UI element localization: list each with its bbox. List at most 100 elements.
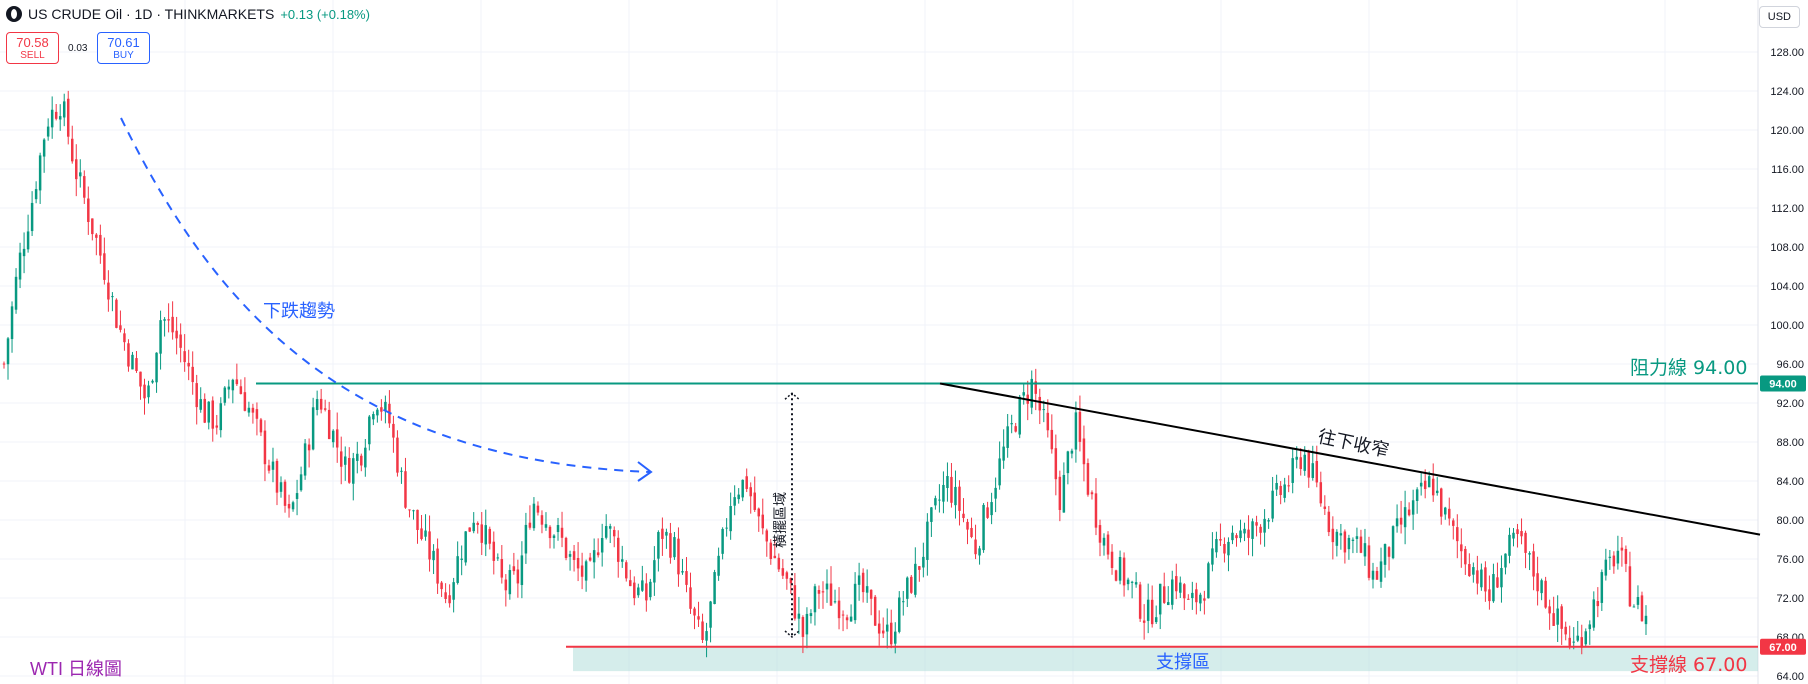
candle-body bbox=[873, 596, 877, 626]
candle-body bbox=[10, 306, 14, 340]
candle-body bbox=[1423, 480, 1427, 490]
candle-body bbox=[914, 563, 917, 595]
candle-body bbox=[83, 176, 86, 198]
candle-body bbox=[1106, 534, 1110, 555]
candle-body bbox=[693, 608, 696, 616]
candle-body bbox=[460, 558, 463, 560]
candle-body bbox=[1620, 547, 1624, 551]
currency-selector[interactable]: USD bbox=[1758, 6, 1800, 28]
candle-body bbox=[99, 234, 102, 256]
candle-body bbox=[1347, 537, 1351, 550]
candle-body bbox=[1219, 538, 1222, 541]
candle-body bbox=[1355, 536, 1359, 539]
candle-body bbox=[424, 530, 427, 537]
candle-body bbox=[898, 597, 901, 632]
candle-body bbox=[1411, 500, 1415, 515]
candle-body bbox=[1387, 547, 1391, 557]
candle-body bbox=[1407, 509, 1411, 516]
candle-body bbox=[749, 487, 752, 497]
candle-body bbox=[657, 532, 660, 559]
candle-body bbox=[958, 486, 961, 511]
symbol-title[interactable]: US CRUDE Oil · 1D · THINKMARKETS bbox=[28, 6, 275, 22]
candle-body bbox=[1154, 617, 1158, 623]
price-axis-tick: 84.00 bbox=[1776, 476, 1804, 488]
candle-body bbox=[1070, 450, 1074, 454]
candle-body bbox=[472, 522, 475, 532]
candle-body bbox=[1271, 490, 1274, 519]
candle-body bbox=[793, 585, 797, 619]
candle-body bbox=[641, 580, 644, 591]
candle-body bbox=[319, 398, 323, 410]
candle-body bbox=[837, 600, 841, 619]
candle-body bbox=[729, 506, 732, 532]
buy-button[interactable]: 70.61 BUY bbox=[97, 32, 150, 64]
candle-body bbox=[376, 409, 379, 416]
candle-body bbox=[259, 419, 263, 433]
candle-body bbox=[343, 456, 347, 465]
price-axis-tick: 92.00 bbox=[1776, 398, 1804, 410]
candle-body bbox=[432, 550, 435, 561]
candle-body bbox=[1014, 426, 1017, 432]
candle-body bbox=[797, 613, 801, 619]
candle-body bbox=[327, 409, 331, 440]
candle-body bbox=[600, 538, 604, 553]
candle-body bbox=[1150, 599, 1154, 625]
annotation-resistance: 阻力線 94.00 bbox=[1630, 357, 1747, 379]
candle-body bbox=[1560, 606, 1563, 629]
candle-body bbox=[179, 334, 182, 348]
candle-body bbox=[131, 354, 134, 370]
candle-body bbox=[1138, 584, 1142, 619]
candle-body bbox=[1223, 544, 1226, 554]
candle-body bbox=[1002, 446, 1005, 461]
candle-body bbox=[1644, 615, 1648, 625]
candle-body bbox=[315, 399, 319, 410]
candle-body bbox=[1532, 551, 1535, 577]
candle-body bbox=[1243, 528, 1246, 534]
sell-button[interactable]: 70.58 SELL bbox=[6, 32, 59, 64]
price-axis-tag-label: 67.00 bbox=[1769, 642, 1797, 654]
candle-body bbox=[532, 503, 536, 529]
candle-body bbox=[464, 531, 467, 563]
candle-body bbox=[588, 557, 592, 561]
candle-body bbox=[1251, 521, 1254, 539]
candle-body bbox=[1379, 561, 1383, 582]
candle-body bbox=[396, 437, 399, 473]
candle-body bbox=[1259, 526, 1262, 533]
candle-body bbox=[1090, 492, 1094, 495]
candle-body bbox=[267, 465, 271, 471]
candle-body bbox=[520, 555, 524, 586]
candle-body bbox=[211, 400, 215, 429]
candle-body bbox=[1448, 508, 1451, 519]
candle-body bbox=[821, 591, 825, 593]
candle-body bbox=[476, 522, 479, 525]
candle-body bbox=[155, 352, 158, 383]
candle-body bbox=[46, 126, 50, 137]
candle-body bbox=[111, 296, 114, 298]
candle-body bbox=[978, 548, 981, 556]
candle-body bbox=[705, 631, 708, 641]
candle-body bbox=[1548, 606, 1551, 614]
candle-body bbox=[966, 521, 969, 530]
candle-body bbox=[203, 398, 206, 423]
candle-body bbox=[697, 616, 700, 620]
candle-body bbox=[548, 526, 552, 539]
candle-body bbox=[271, 461, 275, 470]
candle-body bbox=[1339, 533, 1343, 536]
candle-body bbox=[1255, 522, 1258, 526]
price-change: +0.13 (+0.18%) bbox=[280, 6, 370, 22]
range-arrow-top bbox=[784, 392, 800, 400]
candle-body bbox=[1175, 576, 1178, 592]
candle-body bbox=[408, 509, 411, 511]
candle-body bbox=[1431, 478, 1435, 496]
candle-body bbox=[813, 586, 817, 613]
candle-body bbox=[946, 476, 949, 489]
candle-body bbox=[1363, 543, 1367, 557]
candle-body bbox=[1435, 490, 1439, 494]
candle-body bbox=[894, 631, 897, 644]
candle-body bbox=[255, 409, 259, 419]
candle-body bbox=[1335, 531, 1339, 546]
candle-body bbox=[368, 416, 371, 445]
candle-body bbox=[1010, 423, 1013, 425]
candle-body bbox=[191, 366, 194, 383]
